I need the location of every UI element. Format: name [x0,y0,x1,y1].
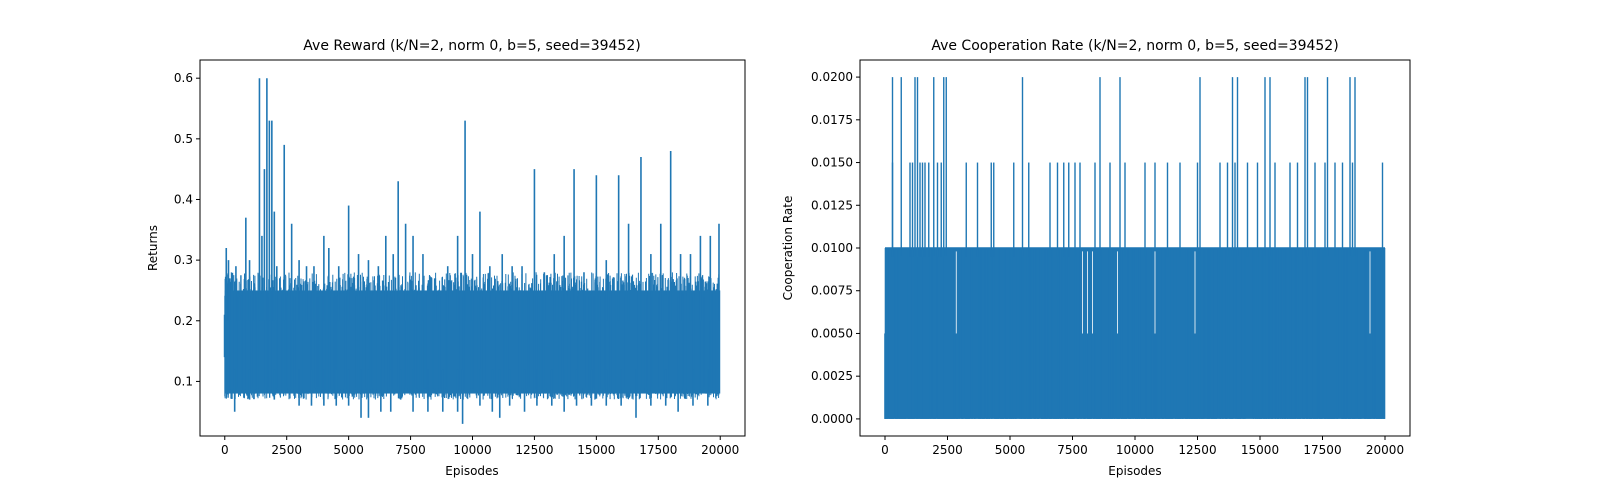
y-tick-label: 0.0100 [811,241,853,255]
x-tick-label: 12500 [1178,443,1216,457]
x-tick-label: 2500 [932,443,963,457]
x-tick-label: 0 [881,443,889,457]
x-tick-label: 5000 [995,443,1026,457]
reward-chart: Ave Reward (k/N=2, norm 0, b=5, seed=394… [146,38,746,478]
cooperation-x-ticks: 0 2500 5000 7500 10000 12500 15000 17500 20000 [881,436,1404,457]
y-tick-label: 0.0025 [811,369,853,383]
x-tick-label: 15000 [577,443,615,457]
x-tick-label: 20000 [1366,443,1404,457]
x-tick-label: 10000 [453,443,491,457]
y-tick-label: 0.2 [174,314,193,328]
x-tick-label: 7500 [395,443,426,457]
x-tick-label: 17500 [1303,443,1341,457]
y-tick-label: 0.0000 [811,412,853,426]
y-tick-label: 0.0125 [811,198,853,212]
y-tick-label: 0.0175 [811,113,853,127]
x-tick-label: 17500 [639,443,677,457]
x-tick-label: 0 [221,443,229,457]
y-tick-label: 0.0075 [811,284,853,298]
x-tick-label: 15000 [1241,443,1279,457]
cooperation-chart-title: Ave Cooperation Rate (k/N=2, norm 0, b=5… [931,38,1338,54]
x-tick-label: 5000 [333,443,364,457]
reward-y-ticks: 0.1 0.2 0.3 0.4 0.5 0.6 [174,71,200,388]
y-tick-label: 0.6 [174,71,193,85]
cooperation-y-ticks: 0.0000 0.0025 0.0050 0.0075 0.0100 0.0125 0.01… [811,70,860,426]
cooperation-y-axis-label: Cooperation Rate [781,196,795,301]
x-tick-label: 2500 [271,443,302,457]
y-tick-label: 0.0050 [811,326,853,340]
x-tick-label: 7500 [1057,443,1088,457]
x-tick-label: 10000 [1116,443,1154,457]
cooperation-chart: Ave Cooperation Rate (k/N=2, norm 0, b=5… [781,38,1411,478]
series-noise [224,272,720,400]
reward-y-axis-label: Returns [146,225,160,271]
reward-x-ticks: 0 2500 5000 7500 10000 12500 15000 17500 20000 [221,436,739,457]
x-tick-label: 20000 [701,443,739,457]
y-tick-label: 0.0150 [811,156,853,170]
reward-plot-area [223,78,721,424]
y-tick-label: 0.1 [174,374,193,388]
y-tick-label: 0.3 [174,253,193,267]
reward-chart-title: Ave Reward (k/N=2, norm 0, b=5, seed=394… [303,38,640,54]
cooperation-x-axis-label: Episodes [1108,464,1161,478]
reward-x-axis-label: Episodes [445,464,498,478]
y-tick-label: 0.5 [174,132,193,146]
y-tick-label: 0.0200 [811,70,853,84]
x-tick-label: 12500 [515,443,553,457]
cooperation-plot-area [884,77,1386,419]
y-tick-label: 0.4 [174,192,193,206]
series-noise [884,248,1386,419]
